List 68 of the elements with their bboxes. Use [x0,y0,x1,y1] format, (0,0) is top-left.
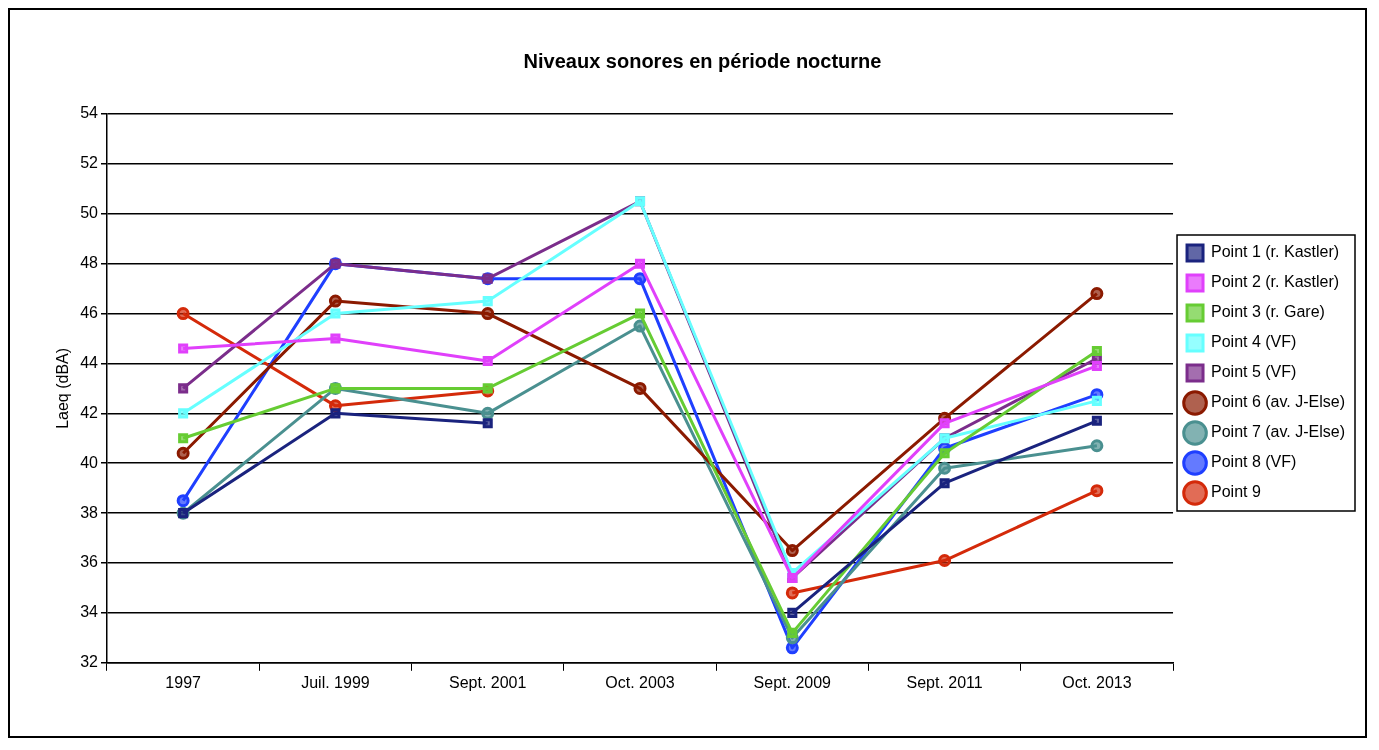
point [1090,439,1104,453]
point [1091,415,1102,426]
point [1090,287,1104,301]
y-tick-label: 46 [80,303,99,321]
point [1091,395,1102,406]
point [178,343,189,354]
legend-label: Point 4 (VF) [1211,333,1297,351]
point [785,586,799,600]
y-tick-label: 32 [80,653,99,671]
x-tick-label: 1997 [165,673,202,691]
point [787,627,798,638]
point [482,383,493,394]
point [330,408,341,419]
y-tick-label: 54 [80,104,99,122]
legend-label: Point 3 (r. Gare) [1211,303,1325,321]
x-tick-label: Oct. 2003 [605,673,675,691]
point [785,544,799,558]
y-axis-title: Laeq (dBA) [54,347,72,429]
y-tick-label: 38 [80,503,99,521]
point [482,418,493,429]
legend-label: Point 2 (r. Kastler) [1211,273,1340,291]
legend-label: Point 1 (r. Kastler) [1211,243,1340,261]
point [939,448,950,459]
point [634,258,646,269]
point [785,641,799,655]
point [481,307,495,321]
point [787,607,798,618]
point [176,446,190,460]
y-tick-label: 34 [80,603,99,621]
y-tick-label: 42 [80,403,99,421]
point [330,308,341,319]
point [176,494,190,508]
y-tick-label: 52 [80,154,99,172]
point [938,461,952,475]
legend-label: Point 9 [1211,483,1261,501]
x-tick-label: Oct. 2013 [1062,673,1132,691]
point [939,478,950,489]
point [482,355,493,366]
y-tick-label: 40 [80,453,99,471]
legend-label: Point 8 (VF) [1211,453,1297,471]
x-tick-label: Juil. 1999 [301,673,370,691]
point [328,294,342,308]
x-tick-label: Sept. 2009 [753,673,832,691]
y-tick-label: 48 [80,254,99,272]
y-tick-label: 36 [80,553,99,571]
point [939,418,950,429]
legend-label: Point 6 (av. J-Else) [1211,393,1345,411]
x-tick-label: Sept. 2001 [449,673,527,691]
point [1091,345,1102,357]
point [1090,484,1104,498]
y-tick-label: 50 [80,204,99,222]
x-tick-label: Sept. 2011 [906,673,983,691]
point [938,554,952,568]
point [482,296,493,307]
point [633,272,647,286]
point [178,383,189,394]
legend-label: Point 7 (av. J-Else) [1211,423,1345,441]
point [176,307,190,321]
point [1091,360,1102,371]
point [178,408,189,419]
chart-title: Niveaux sonores en période nocturne [523,49,882,72]
y-tick-label: 44 [80,353,99,371]
legend-label: Point 5 (VF) [1211,363,1297,381]
point [633,381,647,395]
point [330,333,341,344]
point [634,308,646,319]
point [178,433,189,444]
point [481,406,495,420]
